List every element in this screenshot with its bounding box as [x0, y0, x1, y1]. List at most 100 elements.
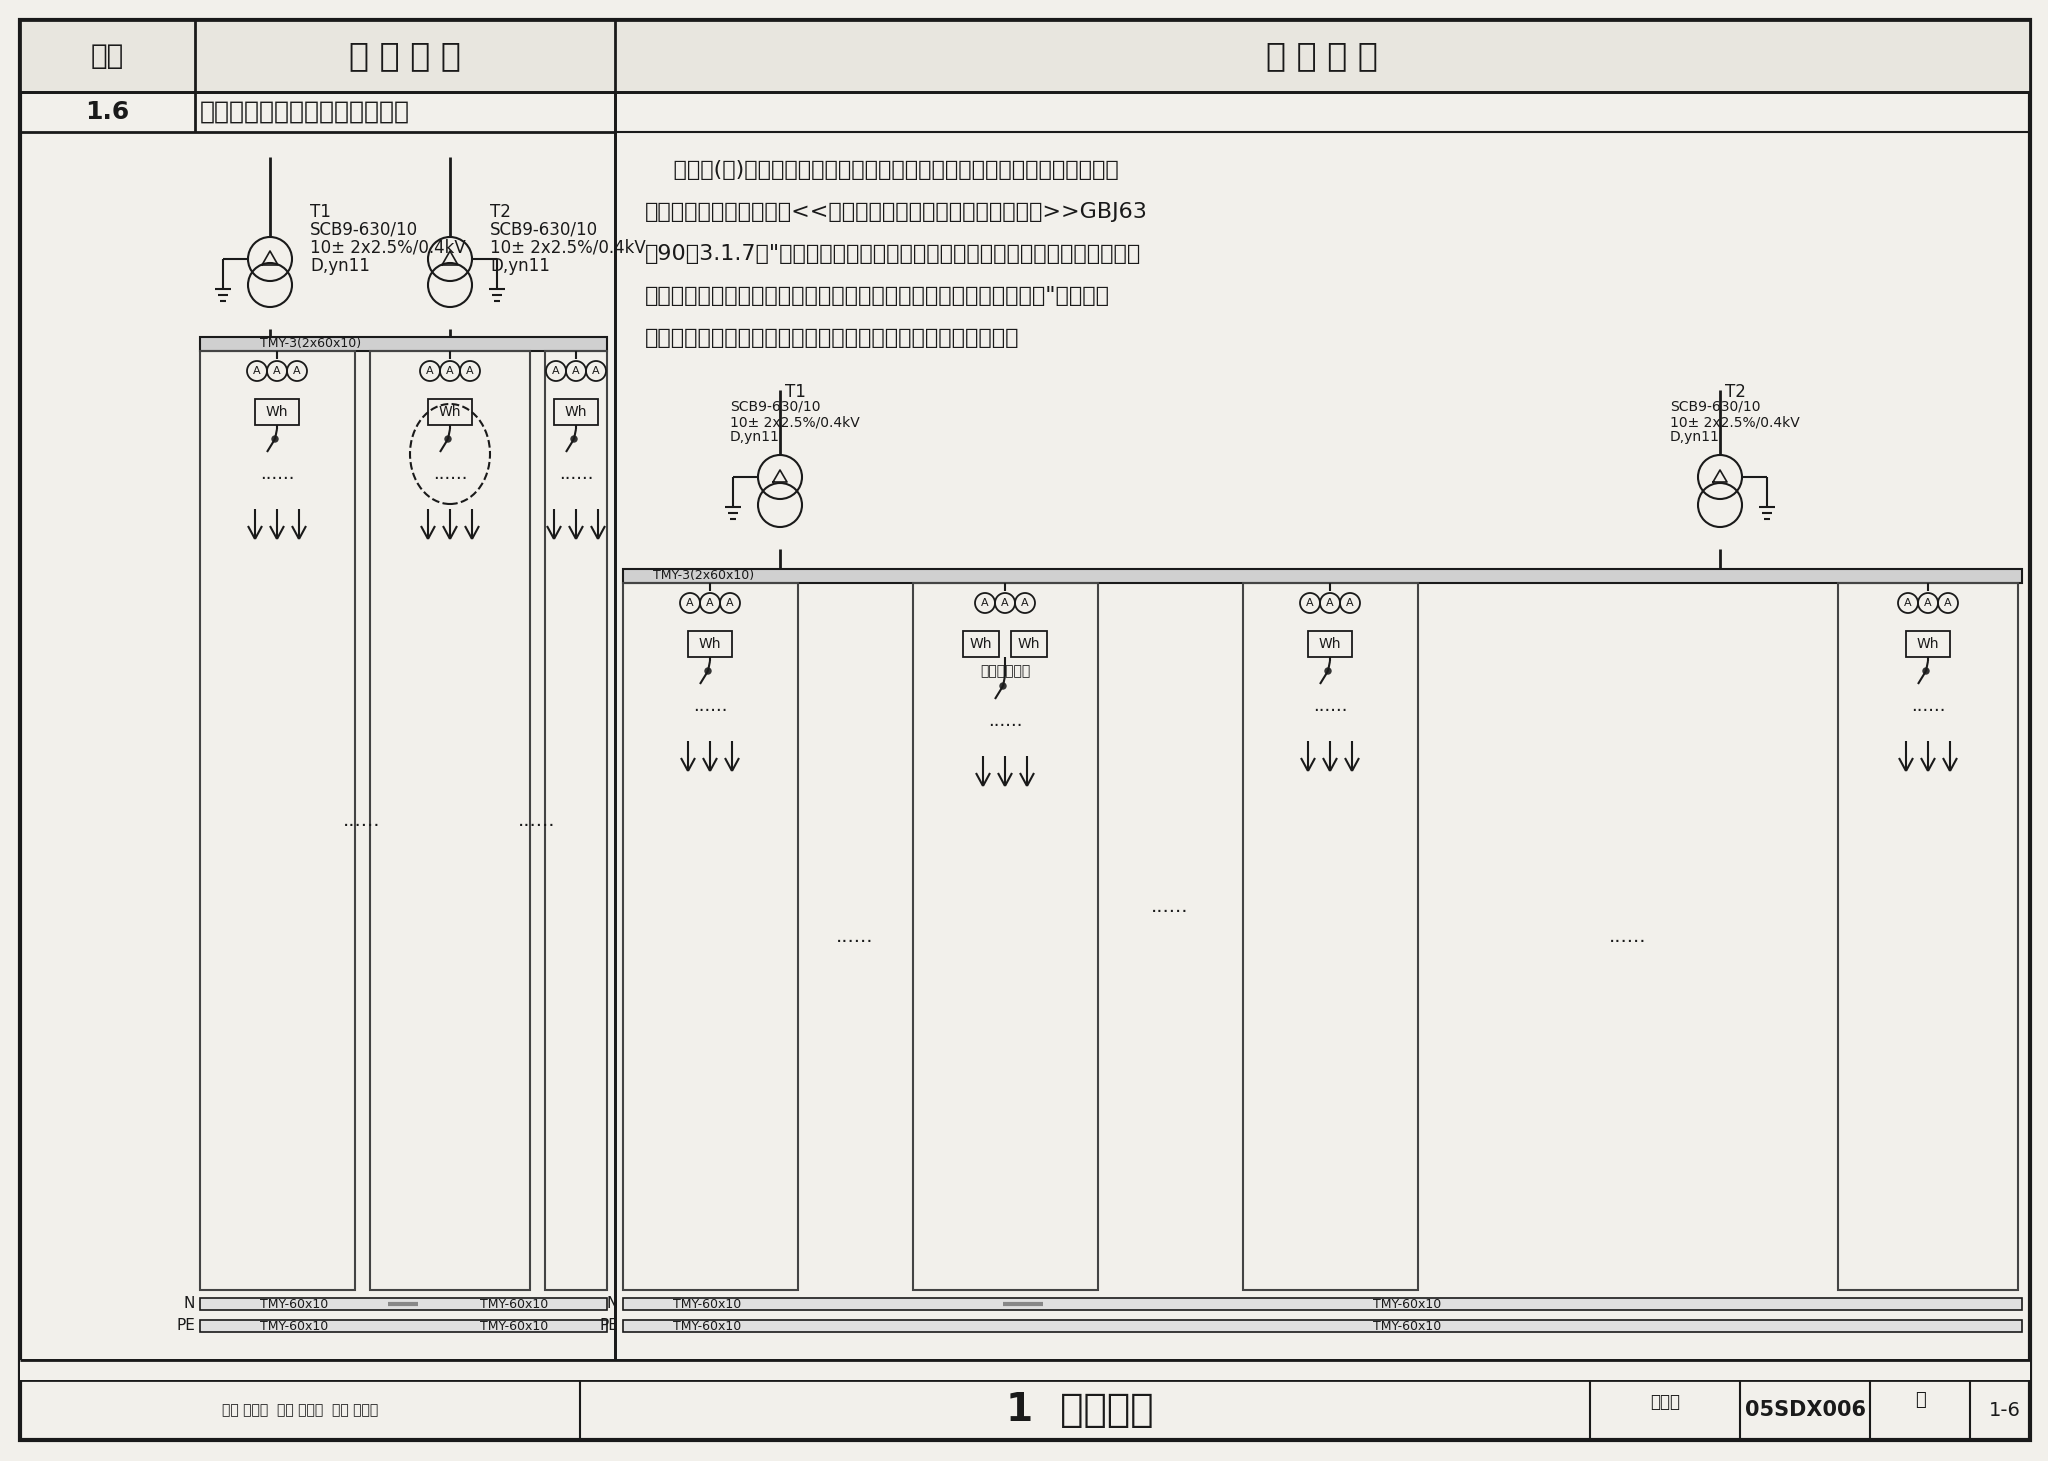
Text: TMY-60x10: TMY-60x10 [260, 1319, 328, 1332]
Bar [963, 631, 999, 657]
Text: SCB9-630/10: SCB9-630/10 [1669, 400, 1761, 413]
Text: 常 见 问 题: 常 见 问 题 [348, 39, 461, 73]
Text: A: A [1307, 598, 1315, 608]
Text: A: A [1905, 598, 1913, 608]
Circle shape [1325, 668, 1331, 674]
Text: SCB9-630/10: SCB9-630/10 [729, 400, 821, 413]
Bar [20, 92, 614, 1360]
Text: 05SDX006: 05SDX006 [1745, 1400, 1866, 1420]
Bar [20, 1360, 2030, 1381]
Bar [428, 399, 471, 425]
Circle shape [1923, 668, 1929, 674]
Bar [201, 1319, 606, 1332]
Text: ......: ...... [692, 697, 727, 714]
Text: A: A [1327, 598, 1333, 608]
Bar [20, 1381, 2030, 1441]
Text: TMY-60x10: TMY-60x10 [674, 1319, 741, 1332]
Text: 送电方向不能计量。根据<<电力装置的电测量仪表装置设计规范>>GBJ63: 送电方向不能计量。根据<<电力装置的电测量仪表装置设计规范>>GBJ63 [645, 202, 1147, 222]
Bar [256, 399, 299, 425]
Bar [623, 583, 799, 1290]
Text: TMY-60x10: TMY-60x10 [1372, 1319, 1442, 1332]
Text: A: A [467, 367, 473, 375]
Text: 1.6: 1.6 [84, 99, 129, 124]
Text: 联络柜（屏）可不安装电度表，或安装两只有止逆器的电度表。: 联络柜（屏）可不安装电度表，或安装两只有止逆器的电度表。 [645, 329, 1020, 348]
Text: 审核 孙成群  校对 李雪佩  设计 刘屏周: 审核 孙成群 校对 李雪佩 设计 刘屏周 [221, 1403, 379, 1417]
Circle shape [999, 682, 1006, 690]
Text: 10± 2x2.5%/0.4kV: 10± 2x2.5%/0.4kV [309, 240, 465, 257]
Bar [20, 20, 2030, 92]
Text: 10± 2x2.5%/0.4kV: 10± 2x2.5%/0.4kV [1669, 415, 1800, 430]
Text: A: A [1346, 598, 1354, 608]
Circle shape [705, 668, 711, 674]
Text: 联络柜(屏)既可受电，也可送电。采用单向电度表时，只能受电方向计量，: 联络柜(屏)既可受电，也可送电。采用单向电度表时，只能受电方向计量， [645, 161, 1118, 180]
Text: Wh: Wh [1018, 637, 1040, 652]
Text: ......: ...... [836, 926, 874, 945]
Text: 图集号: 图集号 [1651, 1392, 1679, 1411]
Text: TMY-60x10: TMY-60x10 [1372, 1297, 1442, 1311]
Text: N: N [606, 1296, 618, 1312]
Bar [1907, 631, 1950, 657]
Bar [371, 351, 530, 1290]
Text: PE: PE [176, 1318, 195, 1334]
Circle shape [444, 435, 451, 443]
Text: A: A [707, 598, 715, 608]
Text: 页: 页 [1915, 1391, 1925, 1408]
Text: TMY-60x10: TMY-60x10 [479, 1297, 549, 1311]
Text: ......: ...... [1911, 697, 1946, 714]
Bar [555, 399, 598, 425]
Text: 改 进 措 施: 改 进 措 施 [1266, 39, 1378, 73]
Text: SCB9-630/10: SCB9-630/10 [489, 221, 598, 240]
Bar [1012, 631, 1047, 657]
Text: SCB9-630/10: SCB9-630/10 [309, 221, 418, 240]
Text: A: A [1001, 598, 1010, 608]
Text: A: A [426, 367, 434, 375]
Text: Wh: Wh [971, 637, 991, 652]
Text: ......: ...... [1610, 926, 1647, 945]
Text: ......: ...... [344, 811, 381, 830]
Bar [201, 1297, 606, 1311]
Bar [623, 568, 2021, 583]
Bar [1309, 631, 1352, 657]
Text: Wh: Wh [565, 405, 588, 419]
Text: Wh: Wh [1917, 637, 1939, 652]
Text: A: A [592, 367, 600, 375]
Bar [201, 337, 606, 351]
Text: Wh: Wh [1319, 637, 1341, 652]
Text: D,yn11: D,yn11 [489, 257, 549, 275]
Circle shape [571, 435, 578, 443]
Bar [201, 351, 354, 1290]
Bar [623, 1297, 2021, 1311]
Text: T2: T2 [1724, 383, 1745, 400]
Circle shape [272, 435, 279, 443]
Bar [688, 631, 731, 657]
Text: ......: ...... [1151, 897, 1188, 916]
Text: TMY-60x10: TMY-60x10 [260, 1297, 328, 1311]
Text: ......: ...... [1313, 697, 1348, 714]
Bar [913, 583, 1098, 1290]
Bar [614, 92, 2030, 1360]
Text: A: A [571, 367, 580, 375]
Text: D,yn11: D,yn11 [1669, 430, 1720, 444]
Text: D,yn11: D,yn11 [729, 430, 780, 444]
Text: ......: ...... [432, 465, 467, 484]
Text: 序号: 序号 [90, 42, 123, 70]
Text: －90第3.1.7条"双向送、受电的电力装置回路，应分别计量送、受电的电量。: －90第3.1.7条"双向送、受电的电力装置回路，应分别计量送、受电的电量。 [645, 244, 1141, 264]
Text: A: A [727, 598, 733, 608]
Text: 1-6: 1-6 [1989, 1401, 2021, 1420]
Text: T1: T1 [784, 383, 805, 400]
Text: ......: ...... [260, 465, 295, 484]
Bar [623, 1319, 2021, 1332]
Text: D,yn11: D,yn11 [309, 257, 371, 275]
Text: 1  供电系统: 1 供电系统 [1006, 1391, 1153, 1429]
Text: A: A [686, 598, 694, 608]
Text: ......: ...... [987, 712, 1022, 730]
Text: A: A [293, 367, 301, 375]
Text: 10± 2x2.5%/0.4kV: 10± 2x2.5%/0.4kV [489, 240, 645, 257]
Text: A: A [1925, 598, 1931, 608]
Text: A: A [446, 367, 455, 375]
Text: 10± 2x2.5%/0.4kV: 10± 2x2.5%/0.4kV [729, 415, 860, 430]
Text: T2: T2 [489, 203, 510, 221]
Text: A: A [1022, 598, 1028, 608]
Text: 当以两只电度表分别计量送、受电量时，应采用有止逆器的电度表。"的规定，: 当以两只电度表分别计量送、受电量时，应采用有止逆器的电度表。"的规定， [645, 286, 1110, 305]
Bar [545, 351, 606, 1290]
